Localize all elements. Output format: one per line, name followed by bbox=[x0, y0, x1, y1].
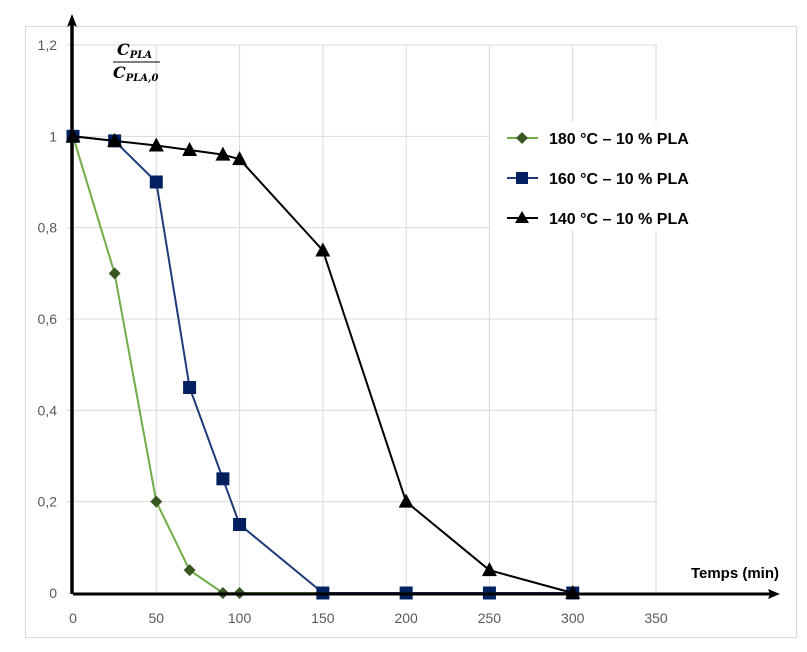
y-tick-label: 1 bbox=[49, 128, 57, 144]
y-tick-label: 0 bbox=[49, 585, 57, 601]
x-tick-label: 250 bbox=[478, 610, 502, 626]
data-point-diamond bbox=[108, 267, 121, 280]
data-point-triangle bbox=[481, 562, 497, 577]
legend-label-160: 160 °C – 10 % PLA bbox=[549, 171, 689, 188]
gridlines bbox=[67, 44, 658, 594]
x-tick-label: 300 bbox=[561, 610, 585, 626]
y-tick-label: 0,6 bbox=[38, 311, 58, 327]
y-axis-label: CPLA CPLA,0 bbox=[113, 40, 160, 84]
x-tick-label: 350 bbox=[644, 610, 668, 626]
y-tick-label: 0,2 bbox=[38, 494, 58, 510]
data-point-triangle bbox=[315, 242, 331, 257]
x-tick-label: 50 bbox=[148, 610, 164, 626]
data-point-square bbox=[183, 381, 197, 394]
data-point-triangle bbox=[398, 493, 414, 508]
legend-label-140: 140 °C – 10 % PLA bbox=[549, 211, 689, 228]
legend-item-140: 140 °C – 10 % PLA bbox=[507, 211, 689, 228]
y-tick-label: 0,4 bbox=[38, 402, 58, 418]
data-point-triangle bbox=[215, 146, 231, 161]
chart-area-border bbox=[25, 26, 797, 638]
x-tick-label: 150 bbox=[311, 610, 335, 626]
data-point-square bbox=[233, 518, 247, 531]
data-point-diamond bbox=[183, 564, 196, 577]
data-point-square bbox=[149, 175, 163, 189]
x-axis-title: Temps (min) bbox=[691, 565, 779, 582]
data-point-triangle bbox=[107, 132, 123, 147]
data-point-square bbox=[216, 472, 230, 486]
data-point-triangle bbox=[148, 137, 164, 152]
series-line bbox=[72, 135, 573, 594]
axes bbox=[67, 14, 780, 599]
data-point-diamond bbox=[150, 495, 163, 508]
legend-item-160: 160 °C – 10 % PLA bbox=[507, 171, 689, 188]
legend-item-180: 180 °C – 10 % PLA bbox=[507, 131, 689, 148]
x-tick-labels: 0 50 100 150 200 250 300 350 bbox=[69, 610, 668, 626]
y-tick-label: 1,2 bbox=[38, 37, 58, 53]
square-marker-icon bbox=[516, 172, 528, 184]
y-tick-label: 0,8 bbox=[38, 220, 58, 236]
legend: 180 °C – 10 % PLA 160 °C – 10 % PLA 140 … bbox=[490, 122, 689, 230]
y-tick-labels: 0 0,2 0,4 0,6 0,8 1 1,2 bbox=[38, 37, 58, 601]
x-axis-arrow-icon bbox=[768, 589, 780, 599]
x-tick-label: 0 bbox=[69, 610, 77, 626]
y-axis-arrow-icon bbox=[67, 14, 77, 27]
diamond-marker-icon bbox=[516, 132, 528, 144]
data-point-triangle bbox=[182, 142, 198, 157]
x-tick-label: 200 bbox=[394, 610, 418, 626]
y-label-numerator: CPLA bbox=[117, 40, 152, 61]
y-label-denominator: CPLA,0 bbox=[113, 63, 159, 84]
data-point-triangle bbox=[232, 151, 248, 166]
x-tick-label: 100 bbox=[228, 610, 252, 626]
legend-label-180: 180 °C – 10 % PLA bbox=[549, 131, 689, 148]
triangle-marker-icon bbox=[515, 211, 529, 223]
